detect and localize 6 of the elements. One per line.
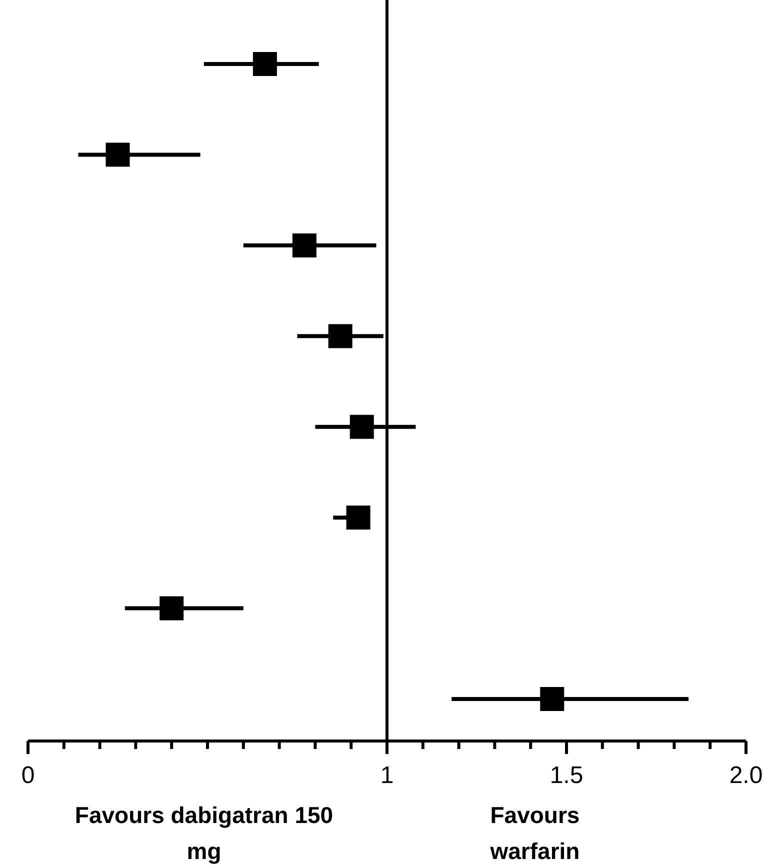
x-tick-label: 1 xyxy=(380,762,394,789)
x-tick-label: 0 xyxy=(21,762,35,789)
text: Favours warfarin xyxy=(489,802,580,864)
x-tick-label: 1.5 xyxy=(550,762,584,789)
text: Favours dabigatran 150 mg xyxy=(74,802,334,864)
x-tick-label: 2.0 xyxy=(729,762,763,789)
